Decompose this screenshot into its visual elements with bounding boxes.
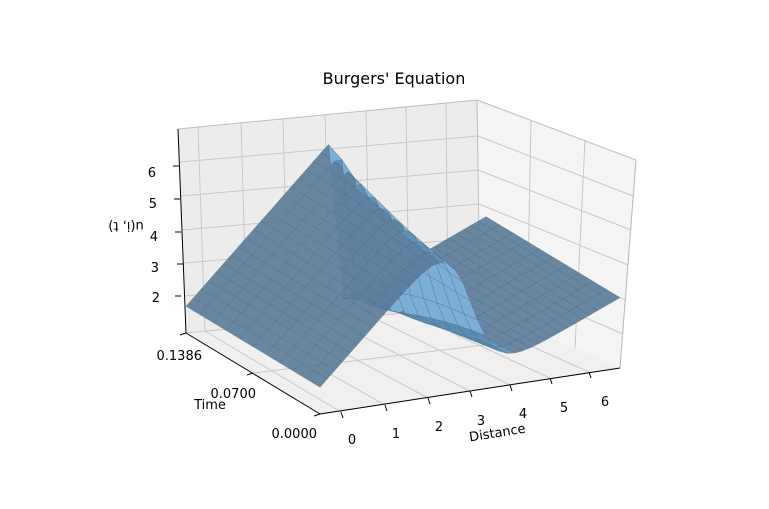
axis-tick xyxy=(384,404,388,412)
y-axis-label: Time xyxy=(193,398,226,413)
y-tick-label: 0.0700 xyxy=(211,387,257,402)
pane-edges xyxy=(177,99,637,369)
x-tick-label: 1 xyxy=(392,427,400,442)
x-tick-label: 6 xyxy=(601,395,609,410)
x-tick-label: 3 xyxy=(477,414,485,429)
y-tick-labels: 0.0000 0.0700 0.1386 xyxy=(157,349,318,442)
z-tick-label: 4 xyxy=(150,230,158,245)
pane-edge xyxy=(619,159,637,369)
gridline xyxy=(477,135,634,197)
axis-tick xyxy=(549,377,553,385)
z-tick-label: 2 xyxy=(152,291,160,306)
z-tick-label: 5 xyxy=(149,197,157,212)
axis-tick xyxy=(427,397,431,405)
axis-tick xyxy=(588,371,592,379)
axis-tick xyxy=(509,384,513,392)
axis-tick xyxy=(340,411,344,419)
x-tick-label: 2 xyxy=(435,420,443,435)
x-tick-label: 5 xyxy=(560,401,568,416)
x-tick-label: 4 xyxy=(519,407,527,422)
gridline xyxy=(204,330,342,413)
axis-ticks xyxy=(173,165,592,419)
pane-edge xyxy=(476,99,637,161)
z-axis-line xyxy=(177,128,187,334)
axis-tick xyxy=(469,390,473,398)
z-axis-label: u(i, t) xyxy=(108,218,143,233)
surface-plot xyxy=(185,144,621,388)
gridline xyxy=(478,203,629,266)
surface-patch xyxy=(598,289,621,303)
chart-title: Burgers' Equation xyxy=(323,69,466,88)
pane-edge xyxy=(177,99,478,130)
y-tick-label: 0.1386 xyxy=(157,349,203,364)
axis-tick xyxy=(246,372,254,376)
axis-tick xyxy=(179,332,187,336)
x-tick-labels: 0 1 2 3 4 5 6 xyxy=(348,395,609,448)
z-tick-label: 6 xyxy=(148,166,156,181)
y-tick-label: 0.0000 xyxy=(272,427,318,442)
gridline xyxy=(477,169,632,231)
z-tick-labels: 2 3 4 5 6 xyxy=(148,166,160,306)
x-tick-label: 0 xyxy=(348,433,356,448)
z-tick-label: 3 xyxy=(151,261,159,276)
axis-tick xyxy=(313,413,321,417)
